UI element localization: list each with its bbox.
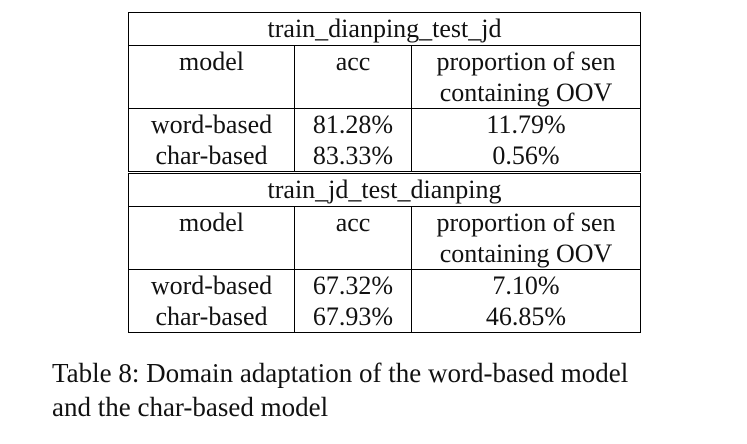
table-title: train_jd_test_dianping — [127, 173, 642, 207]
cell-model: char-based — [128, 301, 295, 333]
table-caption: Table 8: Domain adaptation of the word-b… — [52, 356, 732, 424]
table-header-row: model acc proportion of sen containing O… — [128, 206, 642, 270]
cell-proportion: 0.56% — [410, 140, 642, 172]
cell-acc: 67.93% — [294, 301, 412, 333]
table-jd-to-dianping: train_jd_test_dianping model acc proport… — [127, 173, 642, 333]
caption-line2: and the char-based model — [52, 392, 329, 422]
table-title-row: train_dianping_test_jd — [127, 12, 642, 46]
table-header-row: model acc proportion of sen containing O… — [128, 45, 642, 109]
cell-proportion: 7.10% — [410, 269, 642, 301]
header-acc: acc — [294, 45, 412, 109]
table-row: char-based 83.33% 0.56% — [128, 140, 642, 172]
cell-model: word-based — [128, 108, 295, 140]
cell-proportion: 11.79% — [410, 108, 642, 140]
cell-model: word-based — [128, 269, 295, 301]
table-title-row: train_jd_test_dianping — [127, 173, 642, 207]
table-dianping-to-jd: train_dianping_test_jd model acc proport… — [127, 12, 642, 172]
header-acc: acc — [294, 206, 412, 270]
cell-model: char-based — [128, 140, 295, 172]
table-row: word-based 81.28% 11.79% — [128, 108, 642, 140]
header-proportion: proportion of sen containing OOV — [410, 206, 642, 270]
header-proportion: proportion of sen containing OOV — [410, 45, 642, 109]
results-table: train_dianping_test_jd model acc proport… — [127, 12, 642, 172]
header-proportion-line1: proportion of sen — [436, 208, 616, 237]
cell-acc: 67.32% — [294, 269, 412, 301]
cell-acc: 81.28% — [294, 108, 412, 140]
table-title: train_dianping_test_jd — [127, 12, 642, 46]
results-table: train_jd_test_dianping model acc proport… — [127, 173, 642, 333]
table-row: char-based 67.93% 46.85% — [128, 301, 642, 333]
cell-acc: 83.33% — [294, 140, 412, 172]
header-model: model — [128, 206, 295, 270]
header-proportion-line2: containing OOV — [439, 78, 613, 107]
header-proportion-line2: containing OOV — [439, 239, 613, 268]
header-model: model — [128, 45, 295, 109]
caption-line1: Table 8: Domain adaptation of the word-b… — [52, 358, 629, 388]
cell-proportion: 46.85% — [410, 301, 642, 333]
table-row: word-based 67.32% 7.10% — [128, 269, 642, 301]
header-proportion-line1: proportion of sen — [436, 47, 616, 76]
